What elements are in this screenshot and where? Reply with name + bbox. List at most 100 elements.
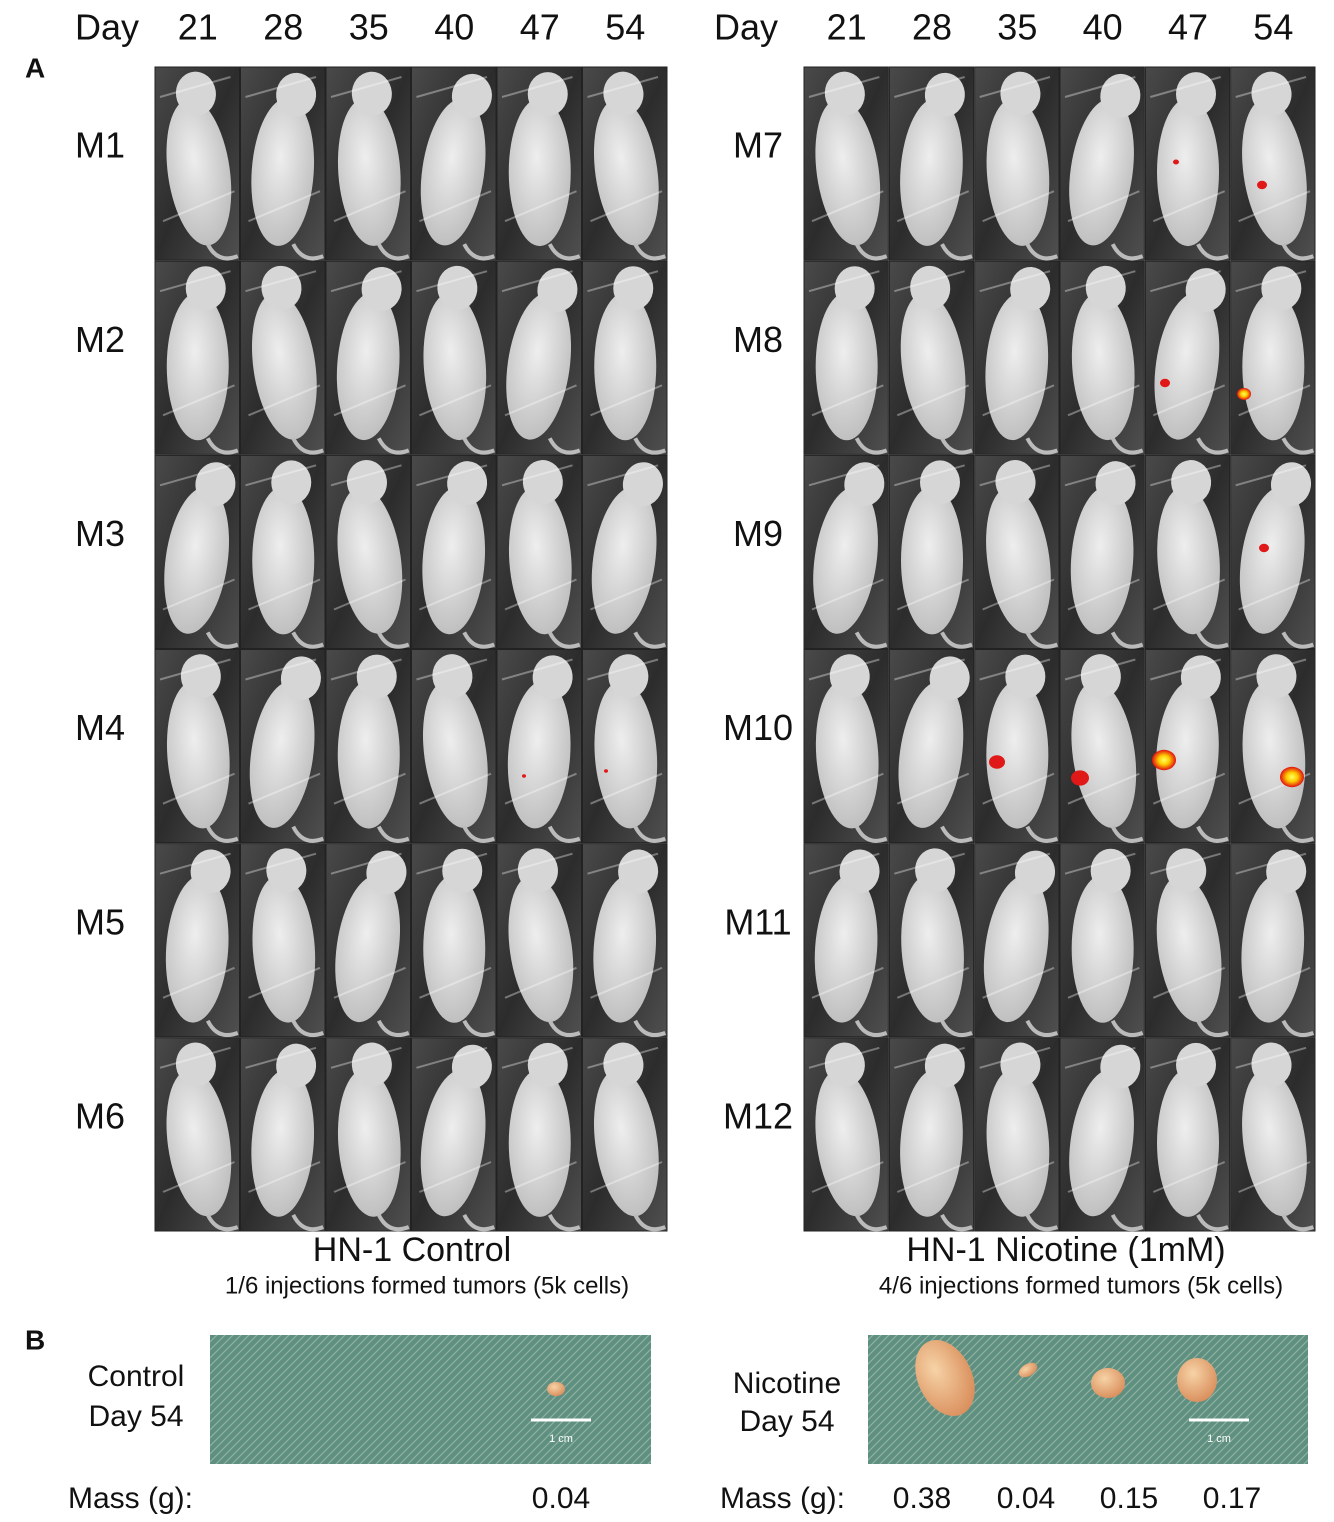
- photo-cell: [889, 650, 973, 843]
- figure: A B Day212835404754M1M2M3M4M5M6HN-1 Cont…: [0, 0, 1334, 1522]
- panel-label: B: [25, 1324, 45, 1355]
- photo-cell: [1231, 844, 1315, 1037]
- photo-cell: [1060, 261, 1144, 454]
- photo-cell: [975, 455, 1060, 648]
- photo-cell: [975, 844, 1059, 1037]
- photo-cell: [1231, 67, 1316, 260]
- photo-cell: [804, 844, 888, 1037]
- photo-cell: [1145, 261, 1229, 454]
- photo-cell: [975, 67, 1059, 260]
- mouse-head: [1176, 1043, 1216, 1087]
- photo-cell: [975, 261, 1059, 454]
- tumor-signal: [989, 755, 1005, 769]
- photo-cell: [1145, 650, 1229, 843]
- photo-cell: [412, 261, 497, 454]
- photo-cell: [241, 650, 326, 843]
- photo-cell: [412, 844, 497, 1037]
- excised-tumor: [1091, 1368, 1125, 1398]
- day-label: 40: [434, 7, 474, 48]
- photo-cell: [1145, 67, 1229, 260]
- tumor-signal: [1160, 379, 1170, 388]
- photo-cell: [1060, 650, 1145, 843]
- photo-cell: [155, 1038, 240, 1231]
- photo-cell: [1060, 455, 1144, 648]
- mouse-head: [271, 460, 311, 504]
- tumor-signal: [1173, 159, 1179, 164]
- excised-tumor: [547, 1382, 565, 1396]
- mouse-body: [509, 98, 571, 246]
- mouse-head: [442, 849, 482, 893]
- tumor-signal: [1259, 544, 1269, 553]
- mouse-body: [1157, 98, 1219, 246]
- tumor-signal: [1280, 767, 1304, 787]
- day-label: 40: [1083, 7, 1123, 48]
- mass-label: Mass (g):: [720, 1482, 845, 1515]
- mouse-head: [835, 266, 875, 310]
- mouse-label: M5: [75, 901, 125, 942]
- group-title: HN-1 Control: [313, 1231, 511, 1269]
- specimen-caption: Nicotine: [733, 1367, 841, 1400]
- photo-cell: [889, 455, 973, 648]
- mass-value: 0.15: [1100, 1482, 1158, 1515]
- photo-cell: [804, 67, 889, 260]
- mass-value: 0.17: [1203, 1482, 1261, 1515]
- photo-cell: [497, 261, 582, 454]
- mouse-label: M6: [75, 1095, 125, 1136]
- mouse-label: M10: [723, 707, 793, 748]
- mouse-body: [1072, 875, 1134, 1023]
- group-subtitle: 1/6 injections formed tumors (5k cells): [225, 1272, 629, 1299]
- photo-cell: [583, 455, 668, 648]
- mass-value: 0.38: [893, 1482, 951, 1515]
- photo-cell: [975, 1038, 1059, 1231]
- mouse-body: [338, 681, 400, 829]
- group-subtitle: 4/6 injections formed tumors (5k cells): [879, 1272, 1283, 1299]
- photo-cell: [1145, 1038, 1229, 1231]
- mass-label: Mass (g):: [68, 1482, 193, 1515]
- photo-cell: [583, 844, 668, 1037]
- mouse-label: M1: [75, 125, 125, 166]
- tumor-signal: [522, 774, 526, 777]
- mouse-head: [357, 655, 397, 699]
- mouse-label: M9: [733, 513, 783, 554]
- photo-cell: [1145, 844, 1230, 1037]
- photo-cell: [497, 650, 582, 843]
- photo-cell: [241, 261, 326, 454]
- photo-cell: [889, 844, 973, 1037]
- photo-cell: [326, 844, 411, 1037]
- mouse-label: M7: [733, 125, 783, 166]
- tumor-signal: [1071, 770, 1089, 785]
- photo-cell: [1231, 1038, 1316, 1231]
- photo-cell: [1231, 650, 1315, 843]
- photo-cell: [412, 455, 497, 648]
- mouse-body: [816, 292, 878, 440]
- photo-cell: [1060, 1038, 1144, 1231]
- mouse-body: [167, 292, 229, 440]
- mouse-label: M8: [733, 319, 783, 360]
- excised-tumor: [1177, 1358, 1217, 1402]
- photo-cell: [497, 67, 582, 260]
- specimen-caption: Control: [88, 1360, 185, 1393]
- photo-cell: [155, 455, 240, 648]
- mouse-head: [1005, 655, 1045, 699]
- mouse-body: [509, 1069, 571, 1217]
- day-label: 21: [178, 7, 218, 48]
- day-header: Day: [75, 7, 139, 48]
- mouse-body: [423, 875, 485, 1023]
- photo-cell: [583, 261, 668, 454]
- mouse-body: [986, 681, 1048, 829]
- panel-label: A: [25, 52, 45, 83]
- mouse-label: M12: [723, 1095, 793, 1136]
- mouse-label: M11: [724, 901, 791, 942]
- scale-bar-label: 1 cm: [549, 1433, 573, 1445]
- photo-cell: [412, 650, 497, 843]
- photo-cell: [1060, 67, 1144, 260]
- day-label: 54: [1253, 7, 1293, 48]
- mouse-label: M2: [75, 319, 125, 360]
- day-label: 28: [263, 7, 303, 48]
- photo-cell: [889, 1038, 973, 1231]
- photo-cell: [889, 261, 974, 454]
- mouse-label: M3: [75, 513, 125, 554]
- photo-cell: [326, 455, 411, 648]
- photo-cell: [1231, 261, 1315, 454]
- specimen-caption: Day 54: [739, 1405, 834, 1438]
